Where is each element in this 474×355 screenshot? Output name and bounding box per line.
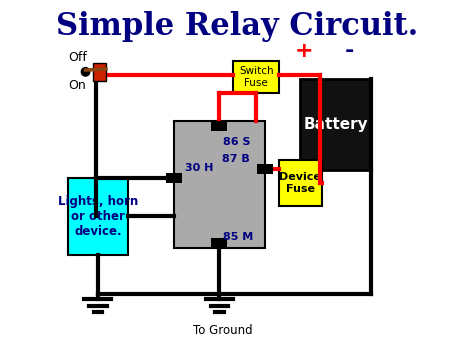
Text: Battery: Battery <box>303 117 368 132</box>
Bar <box>92 63 106 81</box>
Text: On: On <box>68 80 86 92</box>
Bar <box>301 79 371 170</box>
Bar <box>257 164 273 174</box>
Text: Simple Relay Circuit.: Simple Relay Circuit. <box>56 11 418 42</box>
Text: Lights, horn
or other
device.: Lights, horn or other device. <box>58 195 138 238</box>
Text: -: - <box>345 41 355 61</box>
Bar <box>279 160 321 206</box>
Circle shape <box>82 67 90 76</box>
Bar <box>234 61 279 93</box>
Bar <box>68 178 128 255</box>
Text: 85 M: 85 M <box>223 233 253 242</box>
Text: Device
Fuse: Device Fuse <box>280 172 321 193</box>
Text: Switch
Fuse: Switch Fuse <box>239 66 273 88</box>
Text: 86 S: 86 S <box>223 137 250 147</box>
Bar <box>211 121 228 131</box>
Text: +: + <box>295 41 313 61</box>
Text: Off: Off <box>68 51 87 64</box>
Bar <box>211 238 228 248</box>
Text: To Ground: To Ground <box>193 324 253 337</box>
Bar <box>173 121 265 248</box>
Text: 30 H: 30 H <box>185 163 213 173</box>
Bar <box>166 173 182 183</box>
Text: 87 B: 87 B <box>222 154 250 164</box>
